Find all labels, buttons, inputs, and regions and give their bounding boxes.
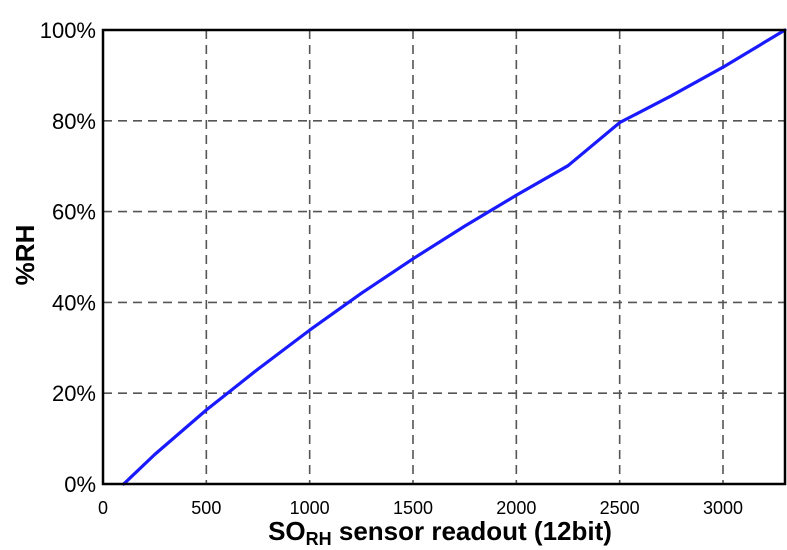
y-tick-label: 40% <box>52 290 96 315</box>
tick-labels: 0 500 1000 1500 2000 2500 3000 0% 20% 40% 60% 80% 10… <box>40 18 743 518</box>
x-tick-label: 2500 <box>600 498 640 518</box>
y-axis-label: %RH <box>10 225 40 286</box>
x-tick-label: 1000 <box>290 498 330 518</box>
x-axis-label-main: SO <box>268 516 306 546</box>
y-tick-label: 100% <box>40 18 96 43</box>
plot-frame <box>101 28 787 486</box>
y-tick-label: 0% <box>64 472 96 497</box>
x-tick-label: 3000 <box>703 498 743 518</box>
y-tick-label: 80% <box>52 109 96 134</box>
x-axis-label-subscript: RH <box>306 529 332 549</box>
y-tick-label: 20% <box>52 381 96 406</box>
x-axis-label-rest: sensor readout (12bit) <box>332 516 612 546</box>
grid <box>103 30 785 484</box>
series-layer <box>122 28 787 486</box>
y-tick-label: 60% <box>52 200 96 225</box>
x-tick-label: 500 <box>191 498 221 518</box>
x-axis-label: SORH sensor readout (12bit) <box>268 516 612 549</box>
series-line <box>122 28 787 486</box>
x-tick-label: 0 <box>98 498 108 518</box>
x-tick-label: 1500 <box>393 498 433 518</box>
x-tick-label: 2000 <box>496 498 536 518</box>
